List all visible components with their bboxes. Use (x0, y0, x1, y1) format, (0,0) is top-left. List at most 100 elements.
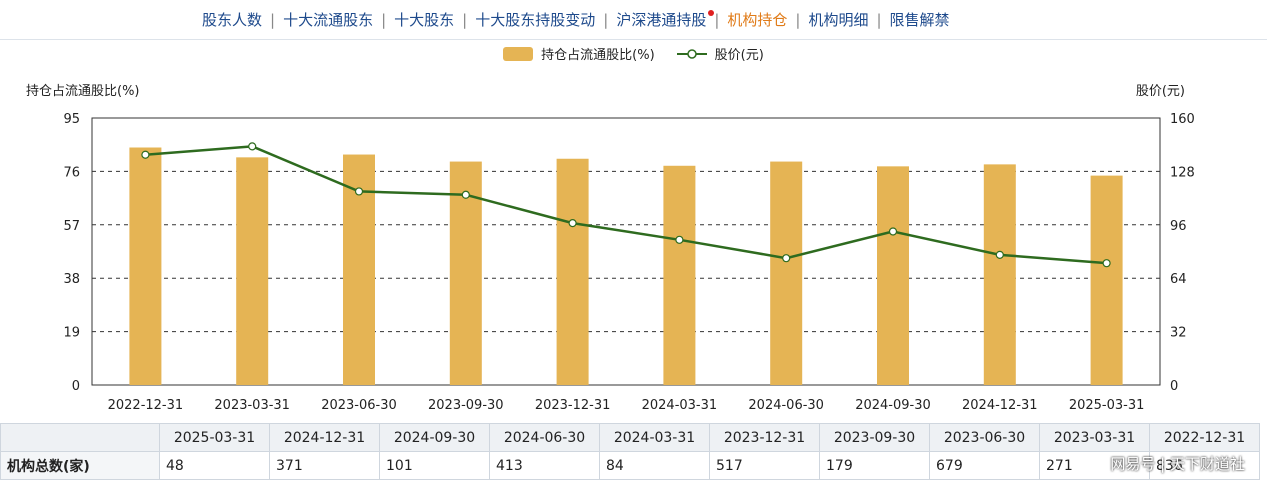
legend-item-line[interactable]: 股价(元) (676, 44, 764, 63)
tab-label: 限售解禁 (889, 11, 950, 29)
bar (663, 165, 696, 385)
tab-6[interactable]: 机构持仓 (727, 9, 787, 30)
tab-label: 机构明细 (808, 11, 869, 29)
y-right-tick-label: 128 (1170, 165, 1195, 180)
table-cell: 101 (379, 451, 490, 480)
price-point (461, 190, 470, 199)
tab-separator: | (795, 10, 801, 29)
table-cell: 371 (269, 451, 380, 480)
tab-separator: | (714, 10, 720, 29)
tab-4[interactable]: 十大股东持股变动 (475, 9, 595, 30)
x-tick-label: 2023-12-31 (535, 398, 611, 413)
bar (1090, 175, 1123, 385)
table-cell: 84 (599, 451, 710, 480)
price-point (1102, 259, 1111, 268)
price-point (675, 235, 684, 244)
tab-separator: | (270, 10, 276, 29)
x-tick-label: 2024-03-31 (642, 398, 718, 413)
bar (877, 166, 909, 385)
x-tick-label: 2022-12-31 (108, 398, 184, 413)
table-row-label: 机构总数(家) (0, 451, 160, 480)
price-point (888, 227, 898, 236)
table-header-cell: 2023-03-31 (1039, 423, 1150, 452)
table-header-cell: 2024-03-31 (599, 423, 710, 452)
legend-bar-swatch (503, 46, 534, 61)
y-left-tick-label: 76 (63, 165, 80, 180)
price-point (568, 219, 577, 228)
price-point (995, 250, 1004, 259)
y-left-tick-label: 95 (63, 112, 80, 127)
y-left-tick-label: 19 (63, 326, 80, 341)
table-header-cell: 2025-03-31 (159, 423, 270, 452)
y-right-tick-label: 160 (1170, 112, 1195, 127)
table-cell: 836 (1149, 451, 1260, 480)
y-right-tick-label: 32 (1170, 326, 1187, 341)
y-left-tick-label: 57 (63, 219, 80, 234)
y-axis-right-title: 股价(元) (1136, 84, 1185, 99)
table-cell: 517 (709, 451, 820, 480)
institution-table: 2025-03-31 2024-12-31 2024-09-30 2024-06-30… (0, 423, 1260, 480)
y-left-tick-label: 0 (72, 379, 80, 394)
tab-label: 十大流通股东 (283, 11, 374, 29)
table-corner-cell (0, 423, 160, 452)
tab-label: 机构持仓 (727, 11, 788, 29)
table-cell: 413 (489, 451, 600, 480)
x-tick-label: 2025-03-31 (1069, 398, 1145, 413)
table-header-cell: 2022-12-31 (1149, 423, 1260, 452)
table-header-cell: 2024-06-30 (489, 423, 600, 452)
x-tick-label: 2023-03-31 (214, 398, 290, 413)
tab-separator: | (603, 10, 609, 29)
tab-label: 十大股东持股变动 (475, 11, 596, 29)
y-axis-left-title: 持仓占流通股比(%) (26, 84, 140, 99)
y-right-tick-label: 0 (1170, 379, 1178, 394)
legend-bar-label: 持仓占流通股比(%) (541, 48, 655, 63)
table-header-cell: 2023-12-31 (709, 423, 820, 452)
tab-7[interactable]: 机构明细 (808, 9, 868, 30)
x-tick-label: 2024-06-30 (748, 398, 824, 413)
x-tick-label: 2023-09-30 (428, 398, 504, 413)
table-header-cell: 2024-12-31 (269, 423, 380, 452)
y-left-tick-label: 38 (63, 272, 80, 287)
y-right-tick-label: 64 (1170, 272, 1187, 287)
tab-5[interactable]: 沪深港通持股 (616, 9, 715, 30)
bar (236, 157, 269, 385)
chart-area: 持仓占流通股比(%) 股价(元) 0 19 38 57 76 95 0 32 64 96 128 160 2… (26, 84, 1195, 413)
price-point (782, 254, 791, 263)
tab-3[interactable]: 十大股东 (394, 9, 454, 30)
legend-line-label: 股价(元) (714, 48, 764, 63)
table-cell: 179 (819, 451, 930, 480)
watermark: 网易号 | 天下财道社 (1110, 455, 1245, 473)
table-header-cell: 2023-06-30 (929, 423, 1040, 452)
tab-2[interactable]: 十大流通股东 (283, 9, 373, 30)
bar (770, 161, 803, 385)
price-point (248, 142, 257, 151)
tab-label: 股东人数 (202, 11, 263, 29)
tab-separator: | (876, 10, 882, 29)
bar (129, 147, 162, 385)
tab-bar: 股东人数 | 十大流通股东 | 十大股东 | 十大股东持股变动 | 沪深港通持股 | 机构持仓 | 机构… (0, 0, 1267, 40)
legend-line-swatch (676, 48, 707, 59)
x-tick-label: 2024-12-31 (962, 398, 1038, 413)
price-point (354, 187, 364, 196)
x-tick-label: 2023-06-30 (321, 398, 397, 413)
legend-item-bar[interactable]: 持仓占流通股比(%) (503, 44, 655, 63)
bar (983, 164, 1016, 385)
tab-label: 十大股东 (394, 11, 455, 29)
price-line (145, 145, 1107, 265)
x-tick-label: 2024-09-30 (855, 398, 931, 413)
notification-dot-icon (708, 10, 715, 16)
table-cell: 679 (929, 451, 1040, 480)
bar (556, 158, 589, 385)
table-row: 机构总数(家) 48 371 101 413 84 517 179 679 271 836 (0, 451, 1260, 480)
y-right-tick-label: 96 (1170, 219, 1187, 234)
chart-legend: 持仓占流通股比(%) 股价(元) (0, 44, 1267, 63)
table-cell: 48 (159, 451, 270, 480)
plot-frame (91, 117, 1161, 386)
tab-1[interactable]: 股东人数 (202, 9, 262, 30)
tab-separator: | (462, 10, 468, 29)
tab-label: 沪深港通持股 (616, 11, 707, 29)
tab-8[interactable]: 限售解禁 (890, 9, 950, 30)
table-header-row: 2025-03-31 2024-12-31 2024-09-30 2024-06-30… (0, 423, 1260, 452)
table-header-cell: 2024-09-30 (379, 423, 490, 452)
tab-separator: | (381, 10, 387, 29)
